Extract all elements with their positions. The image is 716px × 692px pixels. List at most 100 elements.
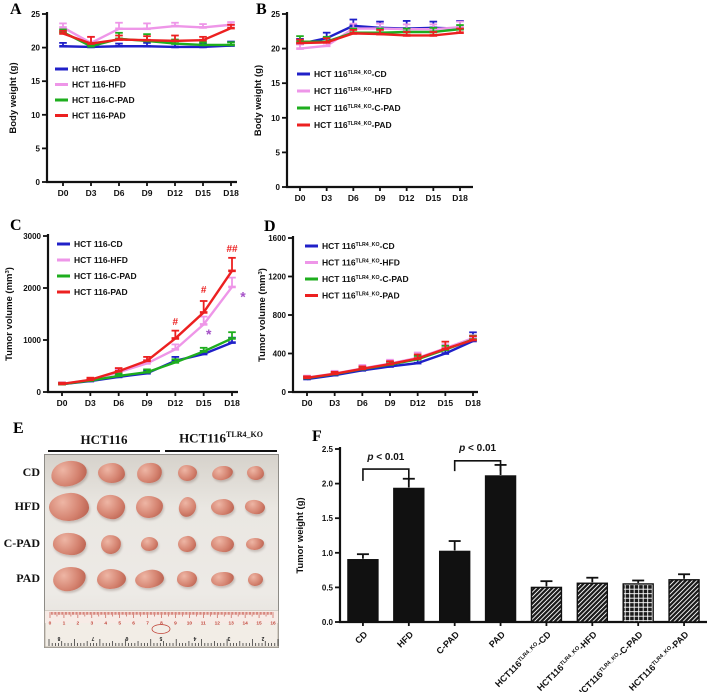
bar-hfd xyxy=(393,477,425,626)
axes: 0 1000 2000 3000 xyxy=(23,232,238,397)
svg-text:p < 0.01: p < 0.01 xyxy=(458,443,496,454)
svg-text:C-PAD: C-PAD xyxy=(434,629,461,656)
legend: HCT 116TLR4_KO​-CD HCT 116TLR4_KO​-HFD HCT… xyxy=(305,241,409,301)
svg-text:0: 0 xyxy=(282,388,287,397)
svg-text:10: 10 xyxy=(271,114,280,123)
tumor-cd-6 xyxy=(246,465,264,481)
panel-e-label: E xyxy=(13,420,24,437)
svg-text:HCT 116-PAD: HCT 116-PAD xyxy=(74,287,128,297)
panel-a-label: A xyxy=(10,1,22,18)
tumor-volume-chart-hct116-tlr4ko: 0 400 800 1200 1600 Tumor volume (mm3​) D0 D3 D6… xyxy=(257,234,481,408)
svg-text:1: 1 xyxy=(63,621,66,627)
svg-text:1.5: 1.5 xyxy=(322,514,334,523)
svg-text:HCT 116-CD: HCT 116-CD xyxy=(72,64,121,74)
series-hct-116-tlr4-ko-pad xyxy=(296,27,464,45)
tumor-c-pad-1 xyxy=(51,531,87,557)
svg-text:8: 8 xyxy=(57,635,60,641)
svg-text:D12: D12 xyxy=(410,398,426,408)
axes: 0 5 10 15 20 25 xyxy=(31,10,237,187)
bar-hct116-tlr4-ko-c-pad xyxy=(622,579,654,626)
svg-text:D18: D18 xyxy=(223,188,239,198)
x-tick-labels: D0 D3 D6 D9 D12 D15 D18 xyxy=(58,182,239,198)
svg-text:8: 8 xyxy=(160,621,163,627)
svg-text:6: 6 xyxy=(132,621,135,627)
photo-row-label-pad: PAD xyxy=(16,571,40,585)
tumor-volume-chart-hct116: 0 1000 2000 3000 Tumor volume (mm3​) D0 D3 D6 D9… xyxy=(4,232,246,408)
tumor-weight-bar-chart: 0.0 0.5 1.0 1.5 2.0 2.5 Tumor weight (g) CD HFD C… xyxy=(295,443,707,692)
svg-text:*: * xyxy=(206,326,212,342)
tumor-c-pad-4 xyxy=(177,535,197,553)
svg-text:5: 5 xyxy=(36,144,41,153)
svg-text:HFD: HFD xyxy=(395,629,416,650)
svg-text:D0: D0 xyxy=(57,398,68,408)
tumor-pad-4 xyxy=(176,570,198,588)
tumor-c-pad-5 xyxy=(209,534,235,554)
svg-text:9: 9 xyxy=(174,621,177,627)
svg-text:HCT 116-C-PAD: HCT 116-C-PAD xyxy=(74,271,137,281)
svg-text:5: 5 xyxy=(118,621,121,627)
svg-text:D3: D3 xyxy=(329,398,340,408)
svg-text:D3: D3 xyxy=(86,188,97,198)
svg-text:CD: CD xyxy=(353,629,370,646)
svg-text:D6: D6 xyxy=(357,398,368,408)
svg-text:5: 5 xyxy=(159,635,162,641)
svg-text:14: 14 xyxy=(242,621,248,627)
x-tick-labels: D0 D3 D6 D9 D12 D15 D18 xyxy=(295,187,468,203)
bar-hct116-tlr4-ko-pad xyxy=(668,573,700,626)
svg-text:1600: 1600 xyxy=(268,234,286,243)
svg-text:D6: D6 xyxy=(114,188,125,198)
series-hct-116-tlr4-ko-c-pad xyxy=(303,334,477,380)
svg-text:25: 25 xyxy=(271,10,280,19)
svg-text:2.5: 2.5 xyxy=(322,445,334,454)
svg-text:15: 15 xyxy=(256,621,262,627)
svg-text:Body weight (g): Body weight (g) xyxy=(253,65,264,136)
bar-hct116-tlr4-ko-cd xyxy=(530,580,563,626)
tumor-hfd-4 xyxy=(177,495,197,519)
svg-text:D15: D15 xyxy=(195,188,211,198)
bar-cd xyxy=(347,553,379,626)
svg-text:##: ## xyxy=(226,244,238,255)
photo-column-header-hct116-tlr4ko: HCT116TLR4_KO xyxy=(179,430,263,446)
svg-text:4: 4 xyxy=(104,621,107,627)
svg-text:7: 7 xyxy=(91,635,94,641)
svg-text:D9: D9 xyxy=(375,193,386,203)
svg-text:D9: D9 xyxy=(142,398,153,408)
series-hct-116-tlr4-ko-pad xyxy=(303,335,477,380)
svg-text:HCT 116TLR4_KO​-PAD: HCT 116TLR4_KO​-PAD xyxy=(314,120,392,130)
legend: HCT 116TLR4_KO​-CD HCT 116TLR4_KO​-HFD HCT… xyxy=(297,69,401,130)
svg-text:4: 4 xyxy=(193,635,196,641)
svg-text:2: 2 xyxy=(261,635,264,641)
svg-text:10: 10 xyxy=(187,621,193,627)
tumor-c-pad-6 xyxy=(245,537,265,551)
tumor-hfd-3 xyxy=(135,495,163,519)
svg-text:HCT 116TLR4_KO​-C-PAD: HCT 116TLR4_KO​-C-PAD xyxy=(322,274,409,284)
svg-text:5: 5 xyxy=(276,148,281,157)
svg-text:HCT 116-C-PAD: HCT 116-C-PAD xyxy=(72,95,135,105)
svg-text:1.0: 1.0 xyxy=(322,549,334,558)
svg-text:7: 7 xyxy=(146,621,149,627)
axes: 0 5 10 15 20 25 xyxy=(271,10,473,192)
svg-text:D12: D12 xyxy=(167,188,183,198)
svg-text:*: * xyxy=(240,289,246,305)
x-tick-labels: D0 D3 D6 D9 D12 D15 D18 xyxy=(57,392,240,408)
svg-text:1000: 1000 xyxy=(23,336,41,345)
tumor-pad-5 xyxy=(209,570,235,588)
svg-text:6: 6 xyxy=(125,635,128,641)
svg-text:0.0: 0.0 xyxy=(322,618,334,627)
svg-text:20: 20 xyxy=(271,45,280,54)
panel-f-label: F xyxy=(312,428,322,445)
svg-text:800: 800 xyxy=(273,311,287,320)
x-tick-labels: D0 D3 D6 D9 D12 D15 D18 xyxy=(302,392,481,408)
svg-text:D6: D6 xyxy=(113,398,124,408)
svg-text:20: 20 xyxy=(31,44,40,53)
bar-pad xyxy=(484,464,517,626)
svg-text:13: 13 xyxy=(229,621,235,627)
panel-d-label: D xyxy=(264,218,276,235)
legend: HCT 116-CD HCT 116-HFD HCT 116-C-PAD HCT 11… xyxy=(55,64,135,121)
series-hct-116-tlr4-ko-cd xyxy=(303,331,477,381)
svg-text:15: 15 xyxy=(271,79,280,88)
svg-text:0.5: 0.5 xyxy=(322,583,334,592)
svg-text:D12: D12 xyxy=(168,398,184,408)
